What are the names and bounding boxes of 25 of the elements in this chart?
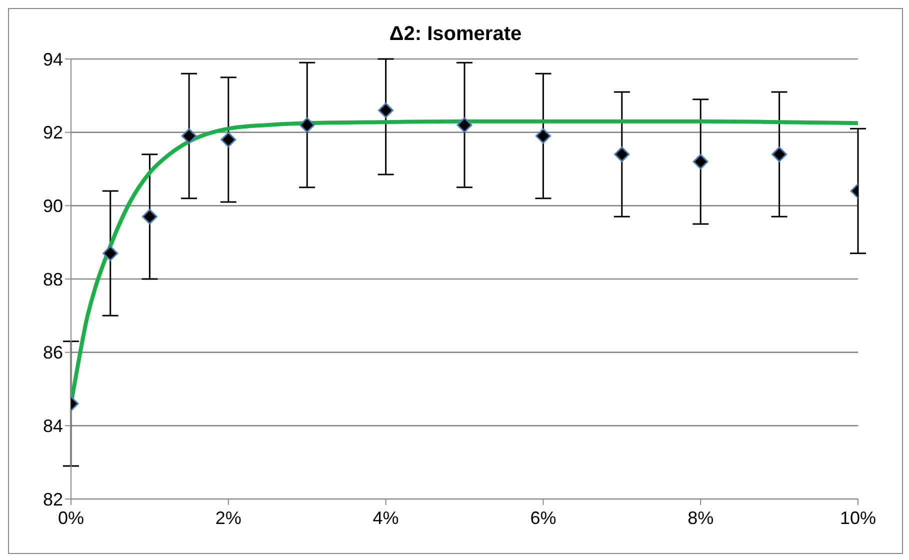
y-tick-label: 84 <box>42 416 63 436</box>
x-tick-label: 0% <box>58 508 84 528</box>
x-tick-label: 8% <box>688 508 714 528</box>
point <box>142 208 158 224</box>
point <box>772 146 788 162</box>
y-tick-label: 90 <box>42 196 63 216</box>
point <box>181 128 197 144</box>
x-tick-label: 4% <box>372 508 399 528</box>
x-tick-label: 2% <box>215 508 242 528</box>
point <box>692 154 708 170</box>
y-tick-label: 88 <box>42 269 63 290</box>
point <box>535 128 551 144</box>
point <box>102 246 118 262</box>
x-tick-label: 10% <box>840 508 876 528</box>
x-tick-label: 6% <box>530 508 556 528</box>
point <box>299 117 315 133</box>
point <box>614 146 630 162</box>
point <box>378 102 394 118</box>
point <box>220 132 236 148</box>
chart-title: Δ2: Isomerate <box>388 23 523 47</box>
y-tick-label: 82 <box>42 489 63 510</box>
point <box>456 117 472 133</box>
y-tick-label: 92 <box>42 122 63 143</box>
y-tick-label: 94 <box>42 49 63 70</box>
y-tick-label: 86 <box>42 342 63 363</box>
